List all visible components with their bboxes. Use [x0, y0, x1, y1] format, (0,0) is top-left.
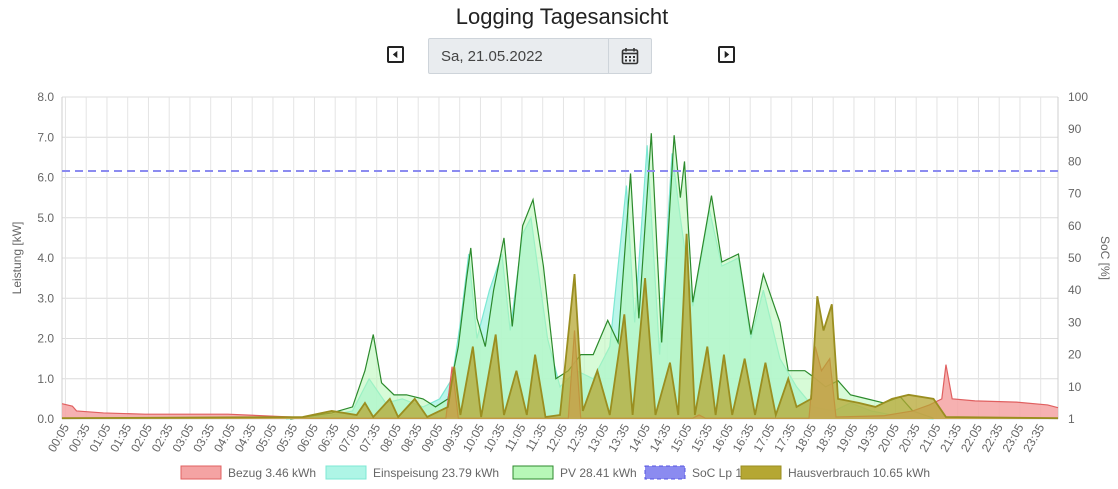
y2-tick-label: 80: [1068, 154, 1082, 168]
y-axis-label: Leistung [kW]: [10, 222, 24, 295]
y-tick-label: 0.0: [37, 412, 54, 426]
chart-grid: [62, 97, 1058, 419]
y2-tick-label: 20: [1068, 348, 1082, 362]
y-tick-label: 7.0: [37, 130, 54, 144]
y2-tick-label: 30: [1068, 315, 1082, 329]
legend-swatch: [181, 466, 221, 479]
y2-tick-label: 50: [1068, 251, 1082, 265]
legend-item[interactable]: Bezug 3.46 kWh: [181, 466, 316, 480]
y2-tick-label: 100: [1068, 90, 1088, 104]
y2-tick-label: 1: [1068, 412, 1075, 426]
legend-swatch: [645, 466, 685, 479]
chart-areas: [62, 133, 1058, 419]
y-tick-label: 4.0: [37, 251, 54, 265]
legend-item[interactable]: Einspeisung 23.79 kWh: [326, 466, 499, 480]
legend-swatch: [326, 466, 366, 479]
y2-axis-label: SoC [%]: [1098, 236, 1112, 280]
legend-label: Bezug 3.46 kWh: [228, 466, 316, 480]
y2-tick-label: 10: [1068, 380, 1082, 394]
y2-tick-label: 60: [1068, 219, 1082, 233]
legend-label: PV 28.41 kWh: [560, 466, 637, 480]
y-tick-label: 3.0: [37, 291, 54, 305]
legend-item[interactable]: SoC Lp 1: [645, 466, 742, 480]
y-tick-label: 5.0: [37, 211, 54, 225]
legend-label: Einspeisung 23.79 kWh: [373, 466, 499, 480]
y-tick-label: 1.0: [37, 372, 54, 386]
legend-label: Hausverbrauch 10.65 kWh: [788, 466, 930, 480]
legend-swatch: [513, 466, 553, 479]
x-tick-label: 10:35: [481, 421, 508, 454]
y-tick-label: 6.0: [37, 171, 54, 185]
y-tick-label: 2.0: [37, 332, 54, 346]
chart-legend: Bezug 3.46 kWh Einspeisung 23.79 kWh PV 28…: [0, 462, 1118, 484]
legend-item[interactable]: PV 28.41 kWh: [513, 466, 637, 480]
x-tick-label: 23:35: [1020, 421, 1047, 454]
y-tick-label: 8.0: [37, 90, 54, 104]
legend-swatch: [741, 466, 781, 479]
legend-label: SoC Lp 1: [692, 466, 742, 480]
legend-item[interactable]: Hausverbrauch 10.65 kWh: [741, 466, 930, 480]
y2-tick-label: 40: [1068, 283, 1082, 297]
y2-tick-label: 90: [1068, 122, 1082, 136]
y2-tick-label: 70: [1068, 187, 1082, 201]
